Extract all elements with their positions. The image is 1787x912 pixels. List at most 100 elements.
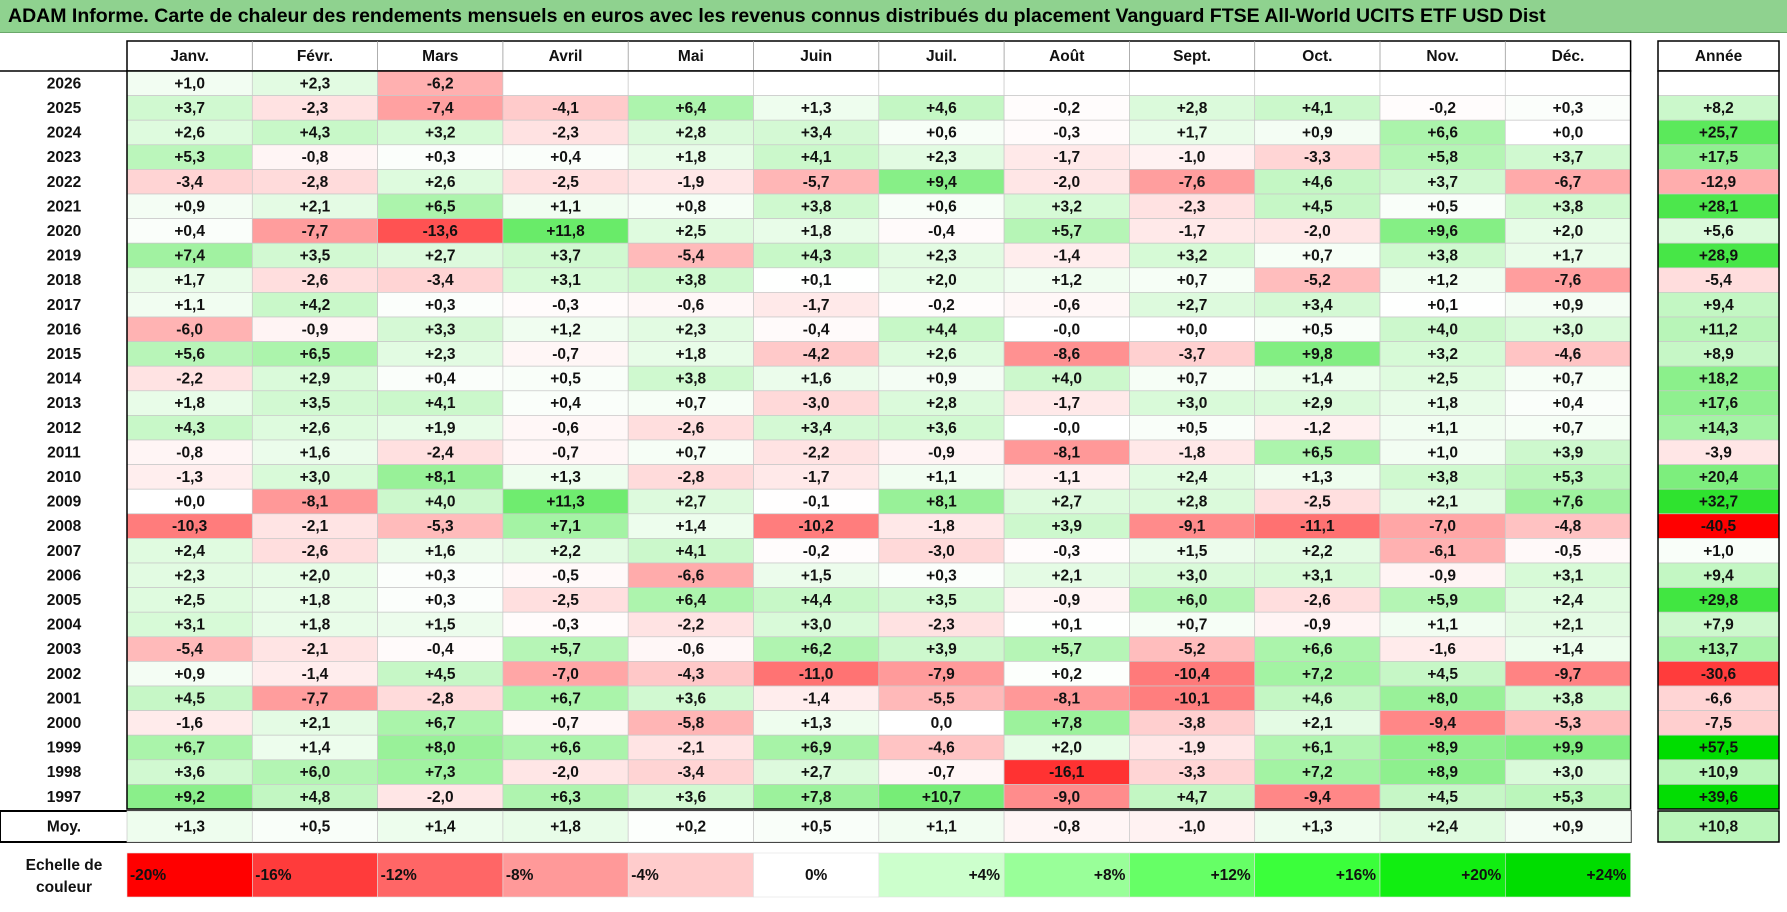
heatmap-cell [1003, 242, 1130, 269]
cell-value: +1,1 [1427, 617, 1458, 634]
cell-value: +3,8 [801, 198, 832, 215]
cell-value: +4,2 [300, 297, 331, 314]
data-grid-border [126, 70, 1632, 810]
cell-value: +0,7 [1553, 371, 1584, 388]
cell-value: -0,9 [302, 321, 329, 338]
legend-label: 0% [805, 867, 828, 884]
heatmap-cell [126, 734, 253, 761]
cell-value: +1,3 [801, 100, 832, 117]
cell-value: +1,8 [801, 223, 832, 240]
year-label: 2006 [47, 567, 82, 584]
cell-value: +2,5 [676, 223, 707, 240]
heatmap-cell [251, 365, 378, 392]
average-total-cell [1657, 810, 1780, 843]
cell-value: +1,3 [801, 715, 832, 732]
cell-value: +5,6 [174, 346, 205, 363]
heatmap-cell [627, 218, 754, 244]
heatmap-cell [1129, 119, 1256, 146]
heatmap-cell [251, 513, 378, 539]
cell-value: -1,7 [803, 297, 830, 314]
year-total-value: +39,6 [1699, 789, 1739, 806]
heatmap-cell [1254, 341, 1381, 367]
heatmap-cell [753, 488, 880, 515]
cell-value: -3,8 [1179, 715, 1206, 732]
legend-swatch [377, 852, 504, 898]
cell-value: +0,7 [1302, 248, 1333, 265]
heatmap-cell [753, 390, 880, 416]
heatmap-cell [377, 119, 504, 146]
heatmap-cell [502, 784, 629, 810]
heatmap-cell [1129, 415, 1256, 441]
cell-value: +1,8 [676, 346, 707, 363]
heatmap-cell [1003, 784, 1130, 810]
year-label: 2001 [47, 690, 82, 707]
cell-value: -0,6 [552, 420, 579, 437]
cell-value: +5,7 [1051, 223, 1082, 240]
cell-value: -0,7 [552, 715, 579, 732]
heatmap-cell [1129, 218, 1256, 244]
heatmap-cell [627, 193, 754, 219]
heatmap-cell [251, 710, 378, 736]
heatmap-cell [126, 636, 253, 662]
heatmap-cell [377, 169, 504, 195]
cell-value: +2,7 [1177, 297, 1208, 314]
heatmap-cell [627, 439, 754, 465]
heatmap-cell [251, 119, 378, 146]
cell-value: -7,7 [302, 223, 329, 240]
year-label: 2022 [47, 174, 81, 191]
cell-value: +3,9 [1051, 518, 1082, 535]
year-total-cell [1657, 513, 1780, 539]
cell-value: +1,4 [300, 740, 331, 757]
cell-value: -2,5 [1304, 494, 1331, 511]
average-cell [251, 810, 378, 843]
cell-value: +2,4 [1177, 469, 1208, 486]
cell-value: +6,5 [425, 198, 456, 215]
heatmap-cell [1504, 587, 1631, 613]
cell-value: +6,2 [801, 641, 832, 658]
cell-value: -4,6 [1555, 346, 1582, 363]
heatmap-cell [126, 562, 253, 588]
heatmap-cell [1254, 144, 1381, 170]
heatmap-cell [1003, 390, 1130, 416]
cell-value: +3,0 [1553, 764, 1584, 781]
year-total-value: -5,4 [1705, 272, 1732, 289]
heatmap-cell [1379, 587, 1506, 613]
year-total-cell [1657, 415, 1780, 441]
year-label: 2002 [47, 666, 81, 683]
cell-value: +5,3 [174, 149, 205, 166]
cell-value: -1,9 [1179, 740, 1206, 757]
cell-value: +0,9 [1302, 125, 1333, 142]
cell-value: -6,6 [677, 567, 704, 584]
heatmap-cell [1254, 759, 1381, 785]
heatmap-cell [1129, 95, 1256, 121]
heatmap-cell [251, 415, 378, 441]
cell-value: +3,6 [676, 789, 707, 806]
cell-value: +0,3 [425, 567, 456, 584]
cell-value: -8,1 [1053, 690, 1080, 707]
heatmap-cell [753, 538, 880, 564]
cell-value: +0,9 [174, 198, 205, 215]
cell-value: -1,8 [1179, 444, 1206, 461]
legend-swatch [1379, 852, 1506, 898]
cell-value: +0,3 [425, 297, 456, 314]
cell-value: +7,6 [1553, 494, 1584, 511]
heatmap-cell [502, 144, 629, 170]
cell-value: -2,0 [552, 764, 579, 781]
cell-value: +6,9 [801, 740, 832, 757]
month-label: Avril [549, 48, 583, 65]
heatmap-cell [878, 611, 1005, 638]
cell-value: +0,4 [550, 395, 581, 412]
cell-value: +4,0 [425, 494, 456, 511]
legend-swatch [1129, 852, 1256, 898]
cell-value: -2,5 [552, 592, 579, 609]
year-total-cell [1657, 365, 1780, 392]
year-label: 2026 [47, 75, 82, 92]
year-total-value: +14,3 [1699, 420, 1739, 437]
year-total-value: +8,9 [1703, 346, 1734, 363]
heatmap-cell [1129, 710, 1256, 736]
year-total-value: +1,0 [1703, 543, 1734, 560]
heatmap-cell [251, 316, 378, 342]
heatmap-cell [627, 119, 754, 146]
heatmap-cell [878, 316, 1005, 342]
cell-value: -5,3 [427, 518, 454, 535]
